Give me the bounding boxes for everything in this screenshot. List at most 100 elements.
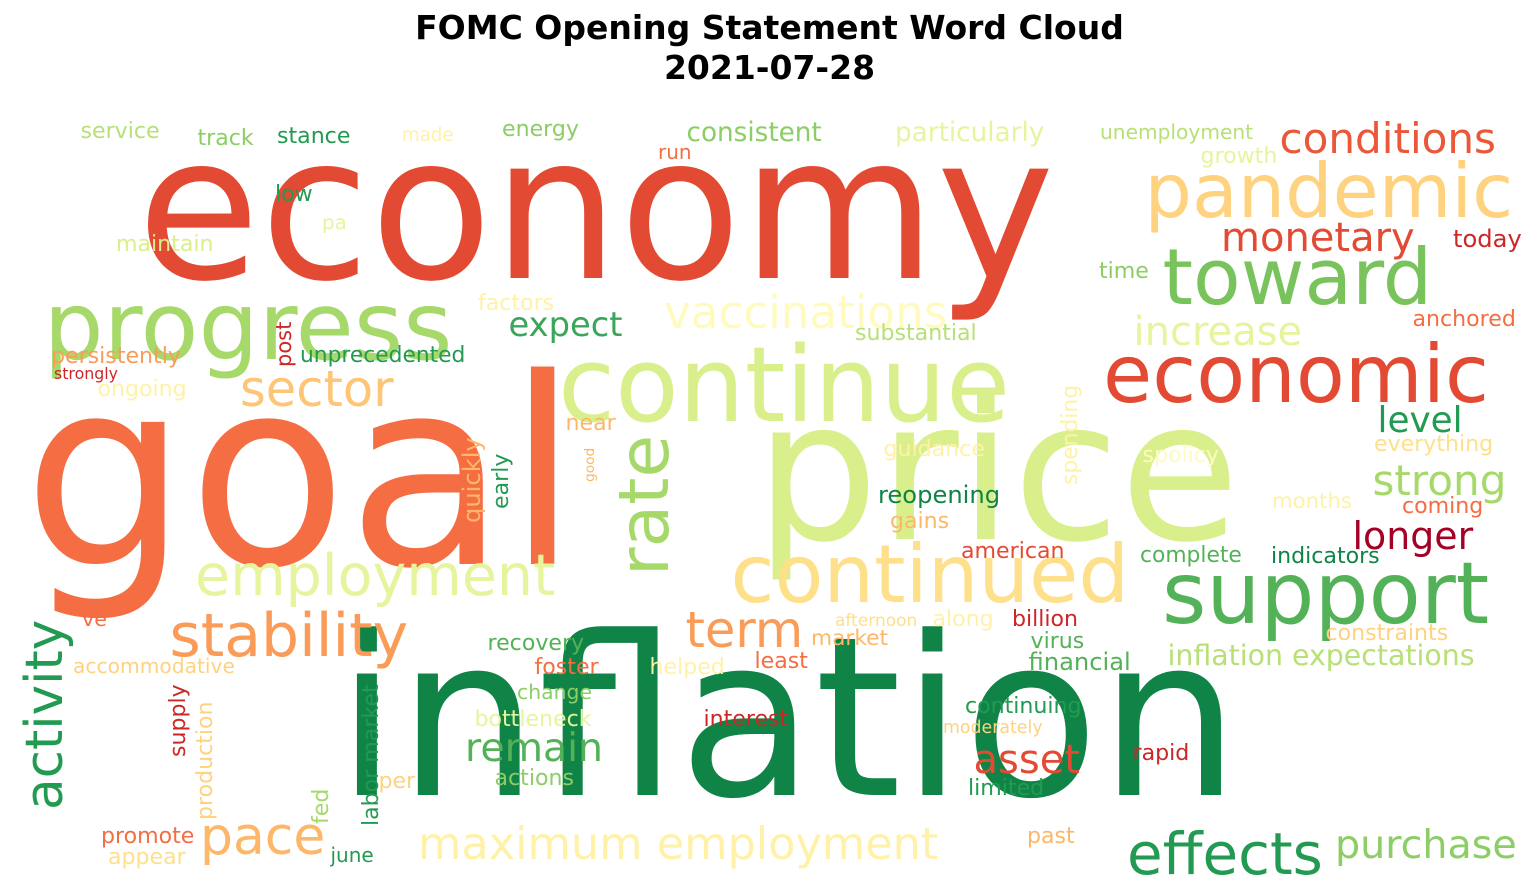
word-monetary: monetary (1221, 215, 1415, 261)
word-good: good (582, 447, 598, 482)
word-price: price (755, 358, 1240, 585)
word-ve: ve (82, 606, 107, 631)
chart-title: FOMC Opening Statement Word Cloud 2021-0… (0, 8, 1539, 88)
word-low: low (275, 181, 313, 207)
word-vaccinations: vaccinations (664, 286, 948, 339)
word-economy: economy (137, 93, 1055, 326)
word-production: production (192, 701, 218, 820)
word-economic: economic (1103, 328, 1489, 421)
word-past: past (1027, 823, 1075, 849)
word-conditions: conditions (1279, 114, 1496, 163)
word-consistent: consistent (686, 118, 822, 148)
word-continue: continue (558, 324, 1011, 446)
word-sector: sector (240, 360, 394, 418)
word-accommodative: accommodative (73, 654, 235, 678)
word-factors: factors (478, 290, 555, 316)
word-near: near (565, 410, 616, 436)
word-appear: appear (108, 844, 186, 870)
word-made: made (402, 125, 454, 146)
word-spending: spending (1058, 384, 1083, 485)
word-inflation: inflation (336, 590, 1240, 848)
word-maximum-employment: maximum employment (418, 817, 939, 870)
word-supply: supply (165, 684, 191, 757)
word-persistently: persistently (51, 343, 181, 369)
word-coming: coming (1402, 493, 1484, 519)
word-rate: rate (604, 434, 685, 576)
word-spolicy: spolicy (1142, 442, 1220, 468)
word-actions: actions (494, 765, 574, 791)
word-pandemic: pandemic (1144, 148, 1514, 235)
word-foster: foster (534, 654, 599, 680)
word-billion: billion (1012, 606, 1079, 632)
word-unemployment: unemployment (1100, 120, 1254, 144)
word-months: months (1272, 488, 1352, 514)
word-purchase: purchase (1335, 822, 1517, 868)
word-guidance: guidance (883, 436, 985, 462)
word-toward: toward (1162, 233, 1433, 323)
word-fed: fed (308, 788, 334, 824)
word-market: market (811, 626, 888, 651)
word-maintain: maintain (116, 231, 214, 257)
word-complete: complete (1140, 543, 1242, 568)
word-time: time (1099, 258, 1149, 284)
word-service: service (80, 118, 160, 144)
word-stance: stance (277, 123, 351, 149)
word-effects: effects (1127, 820, 1323, 888)
word-helped: helped (649, 654, 725, 680)
word-least: least (754, 648, 808, 674)
word-inflation-expectations: inflation expectations (1167, 639, 1475, 672)
word-reopening: reopening (878, 481, 1001, 509)
title-line-1: FOMC Opening Statement Word Cloud (415, 8, 1124, 47)
title-line-2: 2021-07-28 (663, 48, 876, 87)
word-activity: activity (15, 619, 75, 810)
word-labor-market: labor market (358, 683, 384, 826)
word-moderately: moderately (943, 717, 1043, 738)
word-goal: goal (23, 324, 579, 626)
word-quickly: quickly (458, 436, 486, 523)
word-along: along (932, 606, 994, 632)
word-energy: energy (502, 116, 579, 142)
word-strong: strong (1372, 456, 1507, 505)
word-support: support (1162, 545, 1490, 644)
word-promote: promote (101, 823, 195, 849)
word-employment: employment (195, 542, 556, 609)
word-substantial: substantial (855, 320, 977, 346)
word-early: early (488, 453, 514, 509)
word-american: american (961, 538, 1065, 564)
word-track: track (197, 125, 254, 151)
word-increase: increase (1133, 309, 1303, 355)
word-limited: limited (968, 775, 1045, 801)
word-per: per (378, 768, 416, 794)
word-continued: continued (730, 528, 1130, 621)
word-stability: stability (169, 601, 409, 671)
word-remain: remain (465, 724, 604, 771)
word-expect: expect (508, 305, 623, 344)
word-constraints: constraints (1325, 620, 1449, 646)
word-strongly: strongly (54, 364, 119, 383)
word-level: level (1377, 400, 1463, 441)
word-interest: interest (703, 706, 789, 732)
word-continuing: continuing (965, 693, 1082, 719)
word-everything: everything (1374, 431, 1494, 457)
word-anchored: anchored (1412, 306, 1516, 332)
word-indicators: indicators (1271, 543, 1380, 569)
word-progress: progress (43, 272, 453, 382)
word-bottleneck: bottleneck (474, 706, 592, 732)
word-pa: pa (322, 211, 347, 234)
word-particularly: particularly (895, 118, 1045, 148)
word-today: today (1453, 225, 1522, 253)
word-virus: virus (1030, 628, 1085, 654)
word-financial: financial (1028, 648, 1131, 676)
word-asset: asset (973, 737, 1080, 783)
word-change: change (517, 680, 592, 704)
word-june: june (330, 843, 374, 867)
word-run: run (658, 140, 692, 164)
word-term: term (685, 601, 804, 659)
word-gains: gains (890, 508, 950, 534)
word-post: post (271, 321, 296, 367)
word-rapid: rapid (1132, 740, 1190, 766)
word-afternoon: afternoon (835, 610, 918, 631)
word-recovery: recovery (487, 630, 585, 656)
word-longer: longer (1352, 514, 1474, 558)
